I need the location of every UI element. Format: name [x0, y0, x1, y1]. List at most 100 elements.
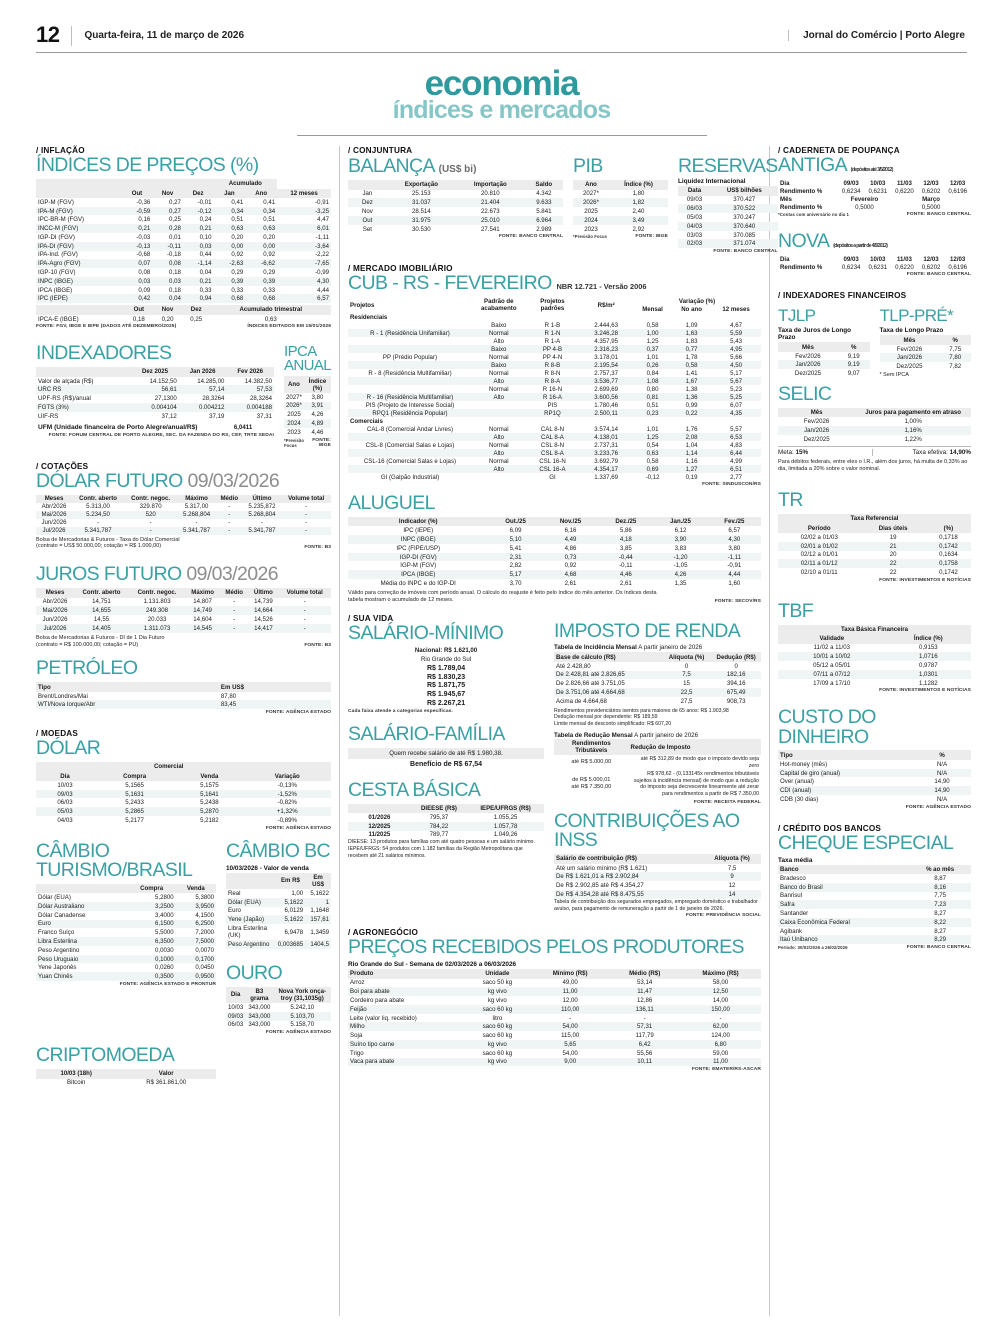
table-row: Acima de 4.664,68 27,5 908,73 — [554, 697, 761, 706]
table-ipca-anual: Ano Índice (%) 2027* 3,80 2026* 3,91 2025 4,2… — [284, 376, 332, 436]
table-cell: 6,80 — [714, 1040, 727, 1048]
table-cell: CAL-8 (Comercial Andar Livres) — [366, 425, 453, 433]
source-pib: FONTE: IBGE — [635, 234, 669, 240]
table-cell: 0,20 — [231, 233, 244, 241]
th-ano: Ano — [255, 189, 268, 197]
table-cell: 4,1500 — [195, 911, 214, 919]
table-cell: 14.152,50 — [149, 377, 177, 385]
table-cell: 0,03 — [169, 277, 181, 285]
table-cell: 0,29 — [231, 269, 244, 277]
table-cell: 0,33 — [199, 286, 212, 294]
table-cell: 0,16 — [138, 216, 151, 224]
table-cell: 14,417 — [254, 624, 273, 632]
table-cell: Real — [228, 889, 241, 897]
table-cell: saco 60 kg — [482, 1049, 513, 1057]
poupanca-antiga-label: ANTIGA — [778, 154, 847, 177]
cub-label: CUB - RS - FEVEREIRO — [348, 272, 552, 295]
table-cell: 5,23 — [730, 385, 743, 393]
table-row: 2023 2,92 — [573, 225, 668, 234]
table-cell: 4,18 — [619, 535, 632, 543]
table-cell: CDB (30 dias) — [780, 795, 819, 803]
selic-taxa-label: Taxa efetiva: — [912, 448, 948, 456]
note-tlp-pre: * Sem IPCA — [879, 372, 909, 379]
tbody-selic: Fev/2026 1,00% Jan/2026 1,16% Dez/2025 1,22% — [778, 417, 971, 443]
table-cell: 0,21 — [199, 277, 212, 285]
table-cell: Dez/2025 — [794, 370, 822, 378]
table-row: GI (Galpão Industrial) GI 1.337,69 -0,12 0,1… — [348, 473, 761, 481]
table-row: Jul/2026 5.341,787 - 5.341,787 - 5.341,787 - — [36, 526, 332, 535]
table-cell: -0,18 — [166, 251, 181, 259]
table-cell: 5,10 — [509, 535, 522, 543]
table-cell: 1,82 — [632, 199, 645, 207]
table-cell: Dólar Canadense — [38, 911, 86, 919]
th-cub-projetos: Projetos — [350, 301, 375, 309]
juros-futuro-label: JUROS FUTURO — [36, 563, 182, 586]
table-cell: -0,68 — [136, 251, 151, 259]
table-cell: 2,08 — [685, 433, 698, 441]
table-row: 02/12 a 01/01 20 0,1634 — [778, 551, 971, 560]
th-df-negoc: Contr. negoc. — [131, 495, 171, 503]
table-row: R - 1 (Residência Unifamiliar) Normal R 1-… — [348, 329, 762, 338]
table-row: De R$ 2.902,85 até R$ 4.354,27 12 — [554, 881, 761, 890]
th-pib-indice: Índice (%) — [624, 181, 653, 189]
table-row: Brent/Londres/Mai 87,80 — [36, 692, 331, 701]
table-row: Arroz saco 50 kg 49,00 53,14 58,00 — [348, 979, 761, 988]
table-cell: 19 — [889, 533, 897, 541]
table-row: IGP-DI (FGV) -0,03 0,01 0,10 0,20 0,20 -1,11 — [36, 233, 331, 242]
table-cell: 0,63 — [231, 225, 244, 233]
table-row: Feijão saco 60 kg 110,00 136,11 150,00 — [348, 1004, 762, 1014]
table-cell: 795,37 — [429, 813, 449, 821]
td-sm-nacional: Nacional: R$ 1.621,00 — [414, 647, 478, 655]
table-indexadores: Dez 2025 Jan 2026 Fev 2026 Valor de alça… — [36, 367, 274, 420]
table-cell: 0,21 — [138, 225, 151, 233]
table-cell: INPC (IBGE) — [38, 277, 73, 285]
th-dez2025: Dez 2025 — [141, 368, 169, 376]
table-cell: 0,39 — [231, 277, 244, 285]
table-cell: 21 — [889, 542, 897, 550]
title-imposto-renda: IMPOSTO DE RENDA — [554, 619, 741, 642]
table-cell: Jan — [362, 190, 373, 198]
table-cell: - — [303, 624, 306, 632]
table-row: de R$ 5.000,01 até R$ 7.350,00 R$ 978,62 … — [554, 770, 761, 798]
table-cell: 4.342 — [536, 190, 552, 198]
table-cell: 0.004188 — [246, 403, 272, 411]
table-row: Alto R 1-A 4.357,95 1,25 1,83 5,43 — [348, 337, 761, 345]
ir-sub1-bold: Tabela de Incidência Mensal — [554, 644, 637, 652]
table-cell: 0,1000 — [155, 955, 174, 963]
table-cheque-especial: Banco % ao mês Bradesco 8,87 Banco do Bras… — [778, 864, 971, 945]
table-cell: CDI (anual) — [780, 787, 812, 795]
table-cell: 6,16 — [564, 527, 577, 535]
table-cell: 4,26 — [311, 411, 324, 419]
table-row: IPC (FIPE/USP) 5,41 4,86 3,85 3,83 3,80 — [348, 544, 761, 553]
title-reservas: RESERVAS — [678, 155, 778, 178]
table-row: INCC-M (FGV) 0,21 0,28 0,21 0,63 0,63 6,01 — [36, 224, 332, 233]
table-row: De R$ 1.621,01 a R$ 2.902,84 9 — [554, 872, 762, 882]
table-cell: R 16-A — [542, 393, 562, 401]
table-cell: 2026* — [583, 199, 599, 207]
title-criptomoeda: CRIPTOMOEDA — [36, 1044, 175, 1067]
table-cell: Dólar Australiano — [38, 902, 85, 910]
table-row: R - 16 (Residência Multifamiliar) Alto R 1… — [348, 393, 762, 402]
table-cell: 12,86 — [637, 996, 653, 1004]
table-cell: 0,41 — [263, 198, 276, 206]
table-cell: 0,94 — [199, 295, 212, 303]
table-cell: 10/03 — [228, 1003, 244, 1011]
source-custo-dinheiro: FONTE: AGÊNCIA ESTADO — [905, 804, 971, 810]
table-cell: CSL 8-A — [541, 449, 564, 457]
table-cell: 0,81 — [646, 393, 659, 401]
table-tbf: Taxa Básica Financeira Validade Índice (… — [778, 624, 971, 688]
table-cell: Mai/2026 — [42, 607, 68, 615]
table-cell: - — [233, 624, 236, 632]
table-cell: - — [228, 503, 231, 511]
th-dolar-variacao: Variação — [274, 772, 300, 780]
table-row: Milho saco 60 kg 54,00 57,31 62,00 — [348, 1022, 762, 1032]
table-cell: 6.964 — [536, 216, 552, 224]
table-cell: 10/01 a 10/02 — [813, 653, 851, 661]
th-jf-negoc: Contr. negoc. — [137, 589, 177, 597]
table-cell: Libra Esterlina (UK) — [228, 925, 267, 940]
th-tr-dias: Dias úteis — [878, 524, 908, 532]
table-row: Alto CAL 8-A 4.138,01 1,25 2,08 6,53 — [348, 433, 762, 442]
th-pn-d4: 12/03 — [950, 255, 966, 263]
table-cell: 5.235,872 — [248, 503, 276, 511]
title-dolar-futuro: DÓLAR FUTURO 09/03/2026 — [36, 471, 331, 492]
